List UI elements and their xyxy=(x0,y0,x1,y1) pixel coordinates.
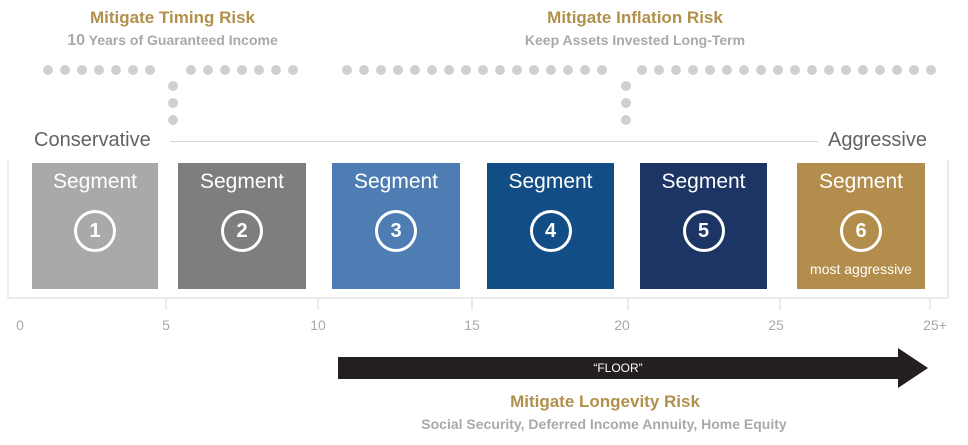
timing-risk-subtitle: 10 Years of Guaranteed Income xyxy=(40,32,305,50)
segment-label: Segment xyxy=(52,170,138,193)
segment-label: Segment xyxy=(353,170,439,193)
timing-risk-subtitle-text: Years of Guaranteed Income xyxy=(85,32,278,48)
segment-label: Segment xyxy=(199,170,285,193)
segment-5: Segment 5 xyxy=(640,163,767,289)
segment-note: most aggressive xyxy=(810,261,912,277)
axis-tick-label: 25+ xyxy=(923,317,947,333)
axis-tick-label: 20 xyxy=(614,317,630,333)
segment-number: 5 xyxy=(682,210,725,252)
inflation-risk-title: Mitigate Inflation Risk xyxy=(547,8,723,27)
segment-number: 3 xyxy=(375,210,417,252)
inflation-risk-subtitle: Keep Assets Invested Long-Term xyxy=(524,32,746,48)
scale-line xyxy=(170,141,818,142)
segment-3: Segment 3 xyxy=(332,163,460,289)
axis-tick-label: 5 xyxy=(162,317,170,333)
conservative-label: Conservative xyxy=(34,129,151,151)
longevity-risk-subtitle: Social Security, Deferred Income Annuity… xyxy=(421,416,787,432)
segment-label: Segment xyxy=(661,170,746,193)
timing-risk-years: 10 xyxy=(67,32,86,49)
axis-tick-label: 25 xyxy=(768,317,784,333)
segment-number: 1 xyxy=(74,210,116,252)
segment-number: 2 xyxy=(221,210,263,252)
floor-arrow xyxy=(338,348,928,388)
segment-4: Segment 4 xyxy=(487,163,614,289)
segment-number: 6 xyxy=(840,210,882,252)
segment-label: Segment xyxy=(818,170,904,193)
risk-bracket-dots xyxy=(43,65,936,125)
axis-tick-label: 0 xyxy=(16,317,24,333)
segment-1: Segment 1 xyxy=(32,163,158,289)
segment-2: Segment 2 xyxy=(178,163,306,289)
segment-number: 4 xyxy=(529,210,572,252)
axis-tick-label: 15 xyxy=(464,317,480,333)
timing-risk-title: Mitigate Timing Risk xyxy=(90,8,255,27)
segment-frame xyxy=(7,160,949,310)
aggressive-label: Aggressive xyxy=(828,129,927,151)
segment-label: Segment xyxy=(508,170,593,193)
floor-label: “FLOOR” xyxy=(593,361,643,375)
segment-6: Segment 6 most aggressive xyxy=(797,163,925,289)
axis-tick-label: 10 xyxy=(310,317,326,333)
longevity-risk-title: Mitigate Longevity Risk xyxy=(510,392,700,411)
